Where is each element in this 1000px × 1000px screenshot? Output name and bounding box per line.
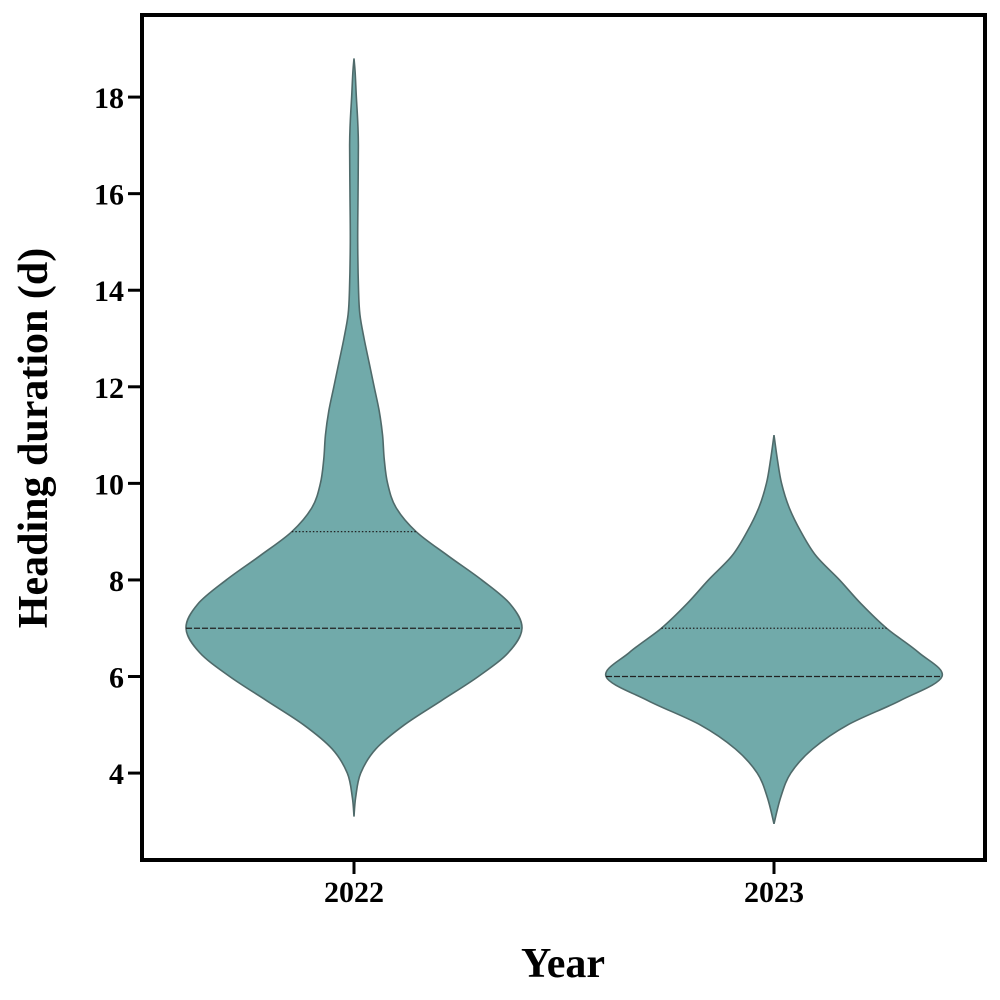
plot-frame: [140, 13, 987, 862]
x-axis-title: Year: [521, 941, 605, 987]
y-tick-label: 10: [94, 468, 124, 501]
y-axis-title: Heading duration (d): [11, 248, 57, 628]
y-tick-label: 12: [94, 372, 124, 405]
violin-body-2022: [185, 58, 523, 817]
x-tick-label: 2023: [744, 876, 804, 909]
y-tick-label: 14: [94, 275, 124, 308]
y-tick-label: 6: [109, 662, 124, 695]
ticks-layer: 4 6 8 10 12 14 16 18 2022 2023: [94, 82, 804, 909]
y-tick-label: 18: [94, 82, 124, 115]
y-tick-label: 8: [109, 565, 124, 598]
y-tick-label: 16: [94, 179, 124, 212]
violins-layer: [185, 58, 944, 824]
violin-2022: [185, 58, 523, 817]
y-tick-label: 4: [109, 758, 124, 791]
violin-2023: [604, 434, 944, 824]
violin-body-2023: [604, 434, 944, 824]
x-tick-label: 2022: [324, 876, 384, 909]
